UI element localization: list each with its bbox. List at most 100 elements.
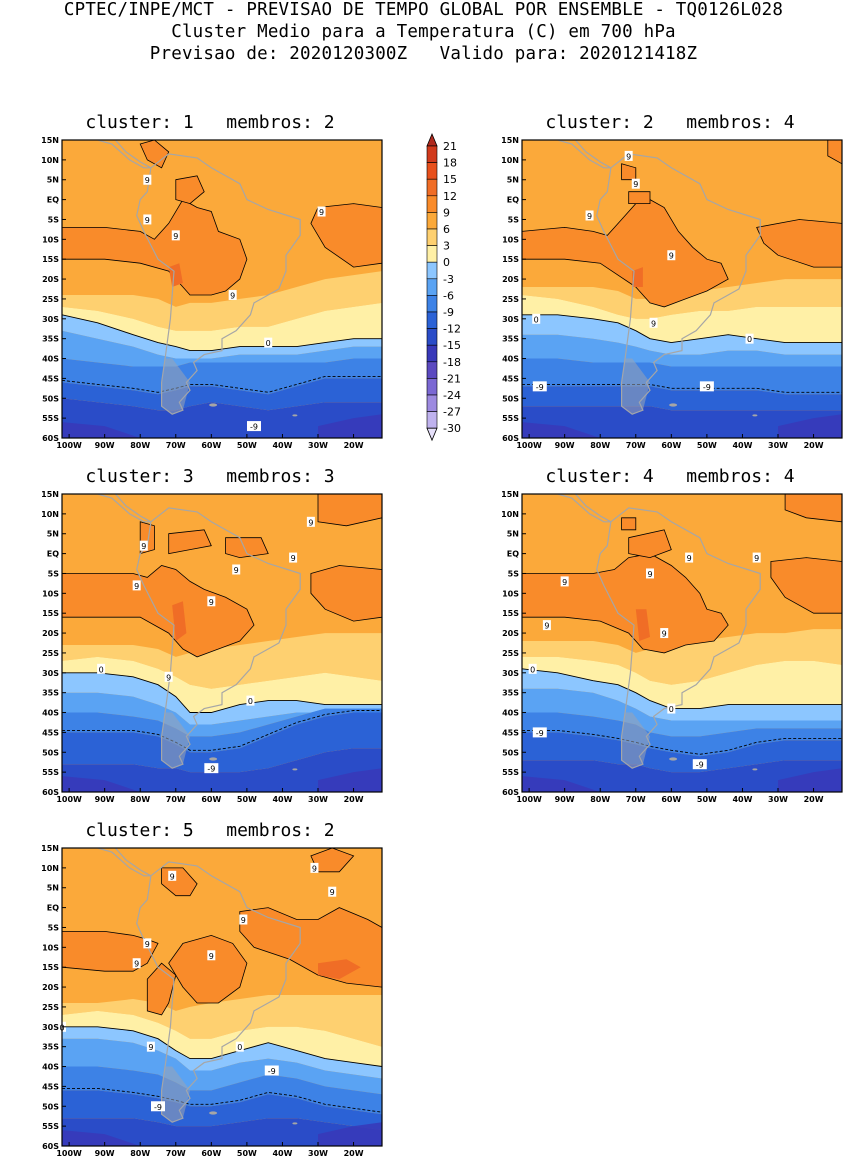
south-america-outline bbox=[596, 507, 761, 769]
contour-label: -9 bbox=[268, 1067, 276, 1076]
band-12-to-15 bbox=[635, 609, 650, 641]
colorbar-swatch bbox=[426, 278, 438, 296]
map-frame bbox=[521, 139, 843, 439]
panel-title: cluster: 3 membros: 3 bbox=[85, 466, 335, 487]
lon-tick-label: 50W bbox=[697, 795, 717, 804]
contour-0 bbox=[62, 1026, 382, 1067]
contour-label: 9 bbox=[587, 212, 592, 221]
colorbar-label: 3 bbox=[443, 240, 450, 253]
lon-tick-label: 70W bbox=[626, 441, 646, 450]
lat-tick-label: 55S bbox=[42, 1122, 59, 1131]
colorbar-label: -3 bbox=[443, 273, 454, 286]
lon-tick-label: 50W bbox=[237, 441, 257, 450]
contour-label: 9 bbox=[330, 888, 335, 897]
lat-tick-label: 55S bbox=[502, 414, 519, 423]
contour-label-bg bbox=[207, 950, 216, 961]
contour-label-bg bbox=[235, 1041, 244, 1052]
lon-tick-label: 40W bbox=[272, 795, 292, 804]
panel-title: cluster: 5 membros: 2 bbox=[85, 820, 335, 841]
contour-label: 9 bbox=[141, 542, 146, 551]
lat-tick-label: EQ bbox=[47, 904, 59, 913]
lon-tick-label: 60W bbox=[661, 441, 681, 450]
central-america-outline bbox=[532, 140, 612, 169]
colorbar-label: 12 bbox=[443, 190, 457, 203]
lon-tick-label: 90W bbox=[95, 441, 115, 450]
band-below-minus-15 bbox=[522, 422, 601, 438]
lat-tick-label: 10N bbox=[41, 510, 59, 519]
contour-label-bg bbox=[264, 337, 273, 348]
band-below--9 bbox=[62, 1090, 382, 1131]
lat-tick-label: 10S bbox=[42, 235, 59, 244]
band-below--9 bbox=[62, 378, 382, 411]
colorbar-label: 6 bbox=[443, 223, 450, 236]
contour-0 bbox=[62, 314, 382, 352]
lat-tick-label: 45S bbox=[502, 374, 519, 383]
band-3-to-6 bbox=[522, 629, 842, 685]
lat-tick-label: EQ bbox=[507, 550, 519, 559]
band-below--3 bbox=[62, 692, 382, 737]
map-frame bbox=[61, 139, 383, 439]
contour-label-bg bbox=[232, 564, 241, 575]
map-svg: 9 9 9 9 9 9 0 0 -9 -9 15N 10N 5N EQ 5S 10S 15S 20S 25S 30S 3… bbox=[501, 490, 843, 804]
lon-tick-label: 40W bbox=[272, 1149, 292, 1158]
contour-label-bg bbox=[146, 1041, 155, 1052]
map-panel-cluster-2: cluster: 2 membros: 4 9 9 9 9 9 0 0 -9 -9 15N 10N 5… bbox=[470, 112, 847, 462]
lat-tick-label: 35S bbox=[502, 689, 519, 698]
lat-tick-label: 40S bbox=[42, 709, 59, 718]
map-svg: 9999999900-9-915N10N5NEQ5S10S15S20S25S30… bbox=[41, 844, 383, 1158]
central-america-outline bbox=[72, 494, 152, 523]
lat-tick-label: 60S bbox=[42, 1142, 59, 1151]
lon-tick-label: 70W bbox=[166, 795, 186, 804]
map-panel-cluster-4: cluster: 4 membros: 4 9 9 9 9 9 9 0 0 -9 -9 15N 10N… bbox=[470, 466, 847, 816]
contour-label-bg bbox=[685, 552, 694, 563]
contour-label: 9 bbox=[544, 622, 549, 631]
contour-label: 9 bbox=[234, 566, 239, 575]
contour-label-bg bbox=[646, 568, 654, 579]
contour-label-bg bbox=[132, 958, 141, 969]
south-america-outline bbox=[136, 153, 301, 415]
contour-label-bg bbox=[306, 516, 315, 527]
lon-tick-label: 90W bbox=[95, 795, 115, 804]
band-below--12 bbox=[62, 398, 382, 438]
band-below-3 bbox=[62, 1010, 382, 1067]
contour-label-bg bbox=[532, 381, 547, 392]
contour-label: 9 bbox=[148, 1043, 153, 1052]
lon-tick-label: 60W bbox=[201, 1149, 221, 1158]
south-america-outline bbox=[136, 507, 301, 769]
lat-tick-label: 5S bbox=[48, 569, 60, 578]
band-below-minus-15 bbox=[318, 414, 382, 438]
contour-label-bg bbox=[171, 230, 180, 241]
lon-tick-label: 100W bbox=[56, 1149, 82, 1158]
colorbar-swatch bbox=[426, 195, 438, 213]
band-9-to-12 bbox=[317, 494, 382, 527]
lat-tick-label: 40S bbox=[42, 1063, 59, 1072]
map-svg: 9 9 9 9 9 0 -9 15N 10N 5N EQ 5S 10S 15S 20S 25S 30S 35S 40… bbox=[41, 136, 383, 450]
lat-tick-label: 35S bbox=[502, 335, 519, 344]
lat-tick-label: 35S bbox=[42, 689, 59, 698]
lat-tick-label: 5S bbox=[48, 215, 60, 224]
contour-label-bg bbox=[164, 671, 173, 682]
band-below-0 bbox=[522, 668, 842, 721]
band-below--12 bbox=[62, 1118, 382, 1146]
contour-label-bg bbox=[752, 552, 761, 563]
band-below-3 bbox=[62, 656, 382, 713]
colorbar-swatch bbox=[426, 344, 438, 363]
panel-title: cluster: 2 membros: 4 bbox=[545, 112, 795, 133]
falkland-islands bbox=[209, 403, 218, 407]
lat-tick-label: 15N bbox=[41, 844, 59, 853]
contour-label: -9 bbox=[536, 383, 544, 392]
patagonia-land bbox=[161, 358, 190, 415]
contour-label-bg bbox=[699, 381, 714, 392]
lon-tick-label: 60W bbox=[201, 441, 221, 450]
lon-tick-label: 90W bbox=[95, 1149, 115, 1158]
contour-label: 0 bbox=[747, 335, 752, 344]
band-9-to-12 bbox=[522, 199, 729, 308]
band-12-to-15 bbox=[172, 601, 187, 641]
contour-label-bg bbox=[542, 620, 551, 631]
band-below--3 bbox=[522, 688, 842, 737]
lat-tick-label: 50S bbox=[42, 1102, 59, 1111]
colorbar-label: -12 bbox=[443, 323, 461, 336]
map-frame bbox=[521, 493, 843, 793]
band-9-to-12 bbox=[175, 175, 205, 205]
south-georgia-island bbox=[752, 414, 758, 417]
